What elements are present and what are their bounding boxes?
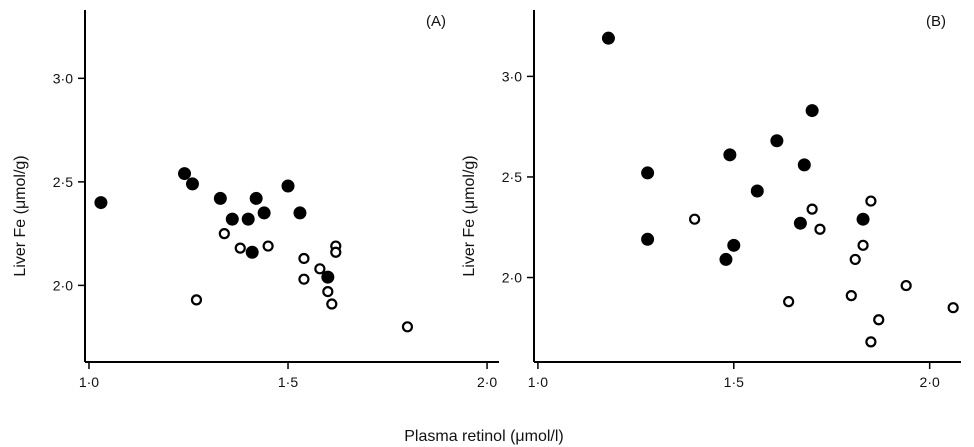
x-tick-label: 1·0 bbox=[528, 374, 548, 390]
filled-data-point bbox=[245, 245, 259, 259]
open-data-point bbox=[322, 286, 334, 298]
open-data-point bbox=[262, 240, 274, 252]
y-tick-label: 3·0 bbox=[502, 68, 522, 84]
y-tick-label: 2·0 bbox=[53, 277, 73, 293]
filled-data-point bbox=[257, 206, 271, 220]
open-data-point bbox=[900, 279, 912, 292]
open-data-point bbox=[783, 296, 795, 308]
y-tick-label: 2·5 bbox=[53, 174, 73, 190]
x-tick-label: 1·5 bbox=[724, 374, 744, 390]
filled-data-point bbox=[727, 238, 741, 252]
open-data-point bbox=[689, 213, 701, 225]
open-data-point bbox=[234, 242, 246, 254]
open-data-point bbox=[298, 273, 310, 285]
x-tick-label: 2·0 bbox=[477, 374, 497, 390]
open-data-point bbox=[298, 252, 310, 265]
x-tick-label: 1·5 bbox=[278, 374, 298, 390]
filled-data-point bbox=[641, 232, 655, 246]
filled-data-point bbox=[293, 206, 307, 220]
filled-data-point bbox=[601, 31, 615, 45]
filled-data-point bbox=[185, 177, 199, 191]
panel-label: (B) bbox=[926, 13, 946, 30]
x-axis-label: Plasma retinol (μmol/l) bbox=[404, 428, 563, 445]
filled-data-point bbox=[241, 212, 255, 226]
filled-data-point bbox=[321, 270, 335, 284]
open-data-point bbox=[814, 223, 826, 235]
y-tick-label: 2·5 bbox=[502, 169, 522, 185]
open-data-point bbox=[865, 195, 877, 207]
filled-data-point bbox=[750, 184, 764, 198]
filled-data-point bbox=[225, 212, 239, 226]
y-tick-label: 3·0 bbox=[53, 70, 73, 86]
filled-data-point bbox=[805, 104, 819, 118]
panel-b: 2·0 2·5 3·0 1·0 1·5 2·0 Liver Fe (μmol/g) (B) bbox=[461, 10, 961, 390]
open-data-point bbox=[806, 203, 818, 215]
filled-data-point bbox=[797, 158, 811, 172]
open-data-point bbox=[326, 298, 338, 310]
filled-data-point bbox=[856, 212, 870, 226]
y-tick-label: 2·0 bbox=[502, 270, 522, 286]
filled-data-point bbox=[793, 216, 807, 230]
open-data-point bbox=[330, 246, 342, 258]
open-data-point bbox=[218, 228, 230, 240]
y-axis-label: Liver Fe (μmol/g) bbox=[12, 155, 29, 276]
filled-data-point bbox=[178, 167, 192, 181]
filled-data-point bbox=[249, 191, 263, 205]
open-data-point bbox=[873, 314, 885, 326]
y-axis-label: Liver Fe (μmol/g) bbox=[461, 155, 478, 276]
open-data-point bbox=[857, 239, 869, 251]
filled-data-point bbox=[719, 252, 733, 266]
filled-data-point bbox=[281, 179, 295, 193]
filled-data-point bbox=[94, 196, 108, 210]
open-data-point bbox=[845, 290, 857, 302]
open-data-point bbox=[190, 294, 203, 306]
filled-data-point bbox=[723, 148, 737, 162]
panel-label: (A) bbox=[426, 13, 446, 30]
open-data-point bbox=[849, 253, 861, 266]
open-data-point bbox=[314, 263, 326, 275]
panel-a: 2·0 2·5 3·0 1·0 1·5 2·0 Liver Fe (μmol/g) (A) bbox=[12, 10, 499, 390]
open-data-point bbox=[947, 302, 959, 314]
filled-data-point bbox=[213, 191, 227, 205]
open-data-point bbox=[401, 321, 414, 333]
filled-data-point bbox=[641, 166, 655, 180]
filled-data-point bbox=[770, 134, 784, 148]
x-tick-label: 2·0 bbox=[920, 374, 940, 390]
x-tick-label: 1·0 bbox=[79, 374, 99, 390]
open-data-point bbox=[865, 336, 877, 348]
